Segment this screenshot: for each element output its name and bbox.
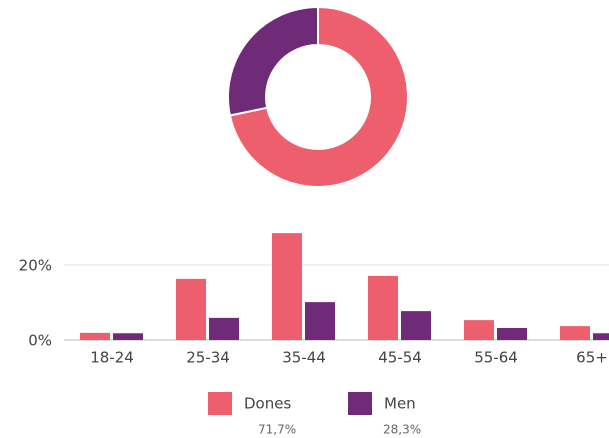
donut-slice	[228, 5, 409, 188]
x-tick-label: 18-24	[90, 349, 134, 367]
y-tick-label: 20%	[19, 257, 52, 275]
bar	[464, 320, 494, 340]
legend-label: Dones	[244, 395, 291, 413]
x-tick-label: 35-44	[282, 349, 326, 367]
legend-value: 71,7%	[258, 423, 296, 437]
bar	[113, 333, 143, 340]
bar	[368, 275, 398, 340]
legend-swatch	[208, 392, 232, 415]
bar	[401, 311, 431, 340]
y-tick-label: 0%	[28, 332, 52, 350]
bar	[209, 317, 239, 340]
x-tick-label: 45-54	[378, 349, 422, 367]
bar	[497, 328, 527, 340]
bar	[176, 278, 206, 340]
legend-swatch	[348, 392, 372, 415]
donut-slice	[227, 5, 319, 117]
bar	[272, 233, 302, 340]
x-tick-label: 25-34	[186, 349, 230, 367]
legend-label: Men	[384, 395, 416, 413]
legend-value: 28,3%	[383, 423, 421, 437]
bar	[560, 326, 590, 340]
bar	[80, 332, 110, 340]
x-tick-label: 55-64	[474, 349, 518, 367]
bar	[305, 302, 335, 340]
bar	[593, 333, 609, 340]
x-tick-label: 65+	[576, 349, 608, 367]
